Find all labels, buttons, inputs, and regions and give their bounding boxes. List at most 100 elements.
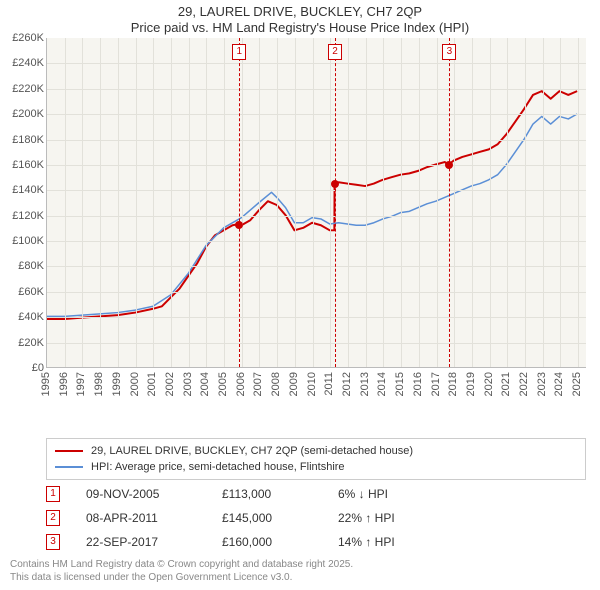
x-axis-label: 2023 xyxy=(536,372,548,396)
sale-marker-ref: 1 xyxy=(46,486,60,502)
x-axis-label: 2003 xyxy=(182,372,194,396)
x-axis-label: 2008 xyxy=(270,372,282,396)
gridline-h xyxy=(47,190,586,191)
title-subtitle: Price paid vs. HM Land Registry's House … xyxy=(0,20,600,35)
footer-line-2: This data is licensed under the Open Gov… xyxy=(10,572,590,585)
sale-row: 3 22-SEP-2017 £160,000 14% ↑ HPI xyxy=(46,530,586,554)
sale-price: £145,000 xyxy=(222,511,312,525)
sale-marker-label: 2 xyxy=(328,44,342,60)
legend-label: HPI: Average price, semi-detached house,… xyxy=(91,461,345,473)
sale-pct: 14% ↑ HPI xyxy=(338,535,448,549)
title-address: 29, LAUREL DRIVE, BUCKLEY, CH7 2QP xyxy=(0,4,600,19)
sale-marker-line xyxy=(335,38,336,367)
sale-marker-label: 1 xyxy=(232,44,246,60)
x-axis-label: 2015 xyxy=(394,372,406,396)
x-axis-label: 2002 xyxy=(164,372,176,396)
sale-price: £113,000 xyxy=(222,487,312,501)
y-axis-label: £0 xyxy=(0,362,44,374)
y-axis-label: £220K xyxy=(0,83,44,95)
x-axis-label: 2022 xyxy=(518,372,530,396)
sale-marker-line xyxy=(239,38,240,367)
x-axis-label: 2021 xyxy=(500,372,512,396)
legend-item: 29, LAUREL DRIVE, BUCKLEY, CH7 2QP (semi… xyxy=(55,443,577,459)
sale-price: £160,000 xyxy=(222,535,312,549)
x-axis-label: 1996 xyxy=(58,372,70,396)
x-axis-label: 2014 xyxy=(376,372,388,396)
sale-row: 1 09-NOV-2005 £113,000 6% ↓ HPI xyxy=(46,482,586,506)
gridline-v xyxy=(277,38,278,367)
x-axis-label: 2000 xyxy=(129,372,141,396)
gridline-v xyxy=(560,38,561,367)
gridline-v xyxy=(383,38,384,367)
y-axis-label: £240K xyxy=(0,57,44,69)
x-axis-label: 2013 xyxy=(359,372,371,396)
x-axis-label: 2024 xyxy=(553,372,565,396)
gridline-h xyxy=(47,343,586,344)
titles: 29, LAUREL DRIVE, BUCKLEY, CH7 2QP Price… xyxy=(0,0,600,35)
gridline-h xyxy=(47,140,586,141)
sale-date: 09-NOV-2005 xyxy=(86,487,196,501)
legend-item: HPI: Average price, semi-detached house,… xyxy=(55,459,577,475)
y-axis-label: £40K xyxy=(0,311,44,323)
y-axis-label: £260K xyxy=(0,32,44,44)
sale-marker-dot xyxy=(445,161,453,169)
x-axis-label: 2009 xyxy=(288,372,300,396)
gridline-v xyxy=(171,38,172,367)
x-axis-label: 2025 xyxy=(571,372,583,396)
x-axis-label: 2005 xyxy=(217,372,229,396)
gridline-v xyxy=(454,38,455,367)
y-axis-label: £80K xyxy=(0,260,44,272)
gridline-v xyxy=(118,38,119,367)
sale-marker-ref: 3 xyxy=(46,534,60,550)
gridline-v xyxy=(189,38,190,367)
sale-date: 22-SEP-2017 xyxy=(86,535,196,549)
gridline-h xyxy=(47,63,586,64)
gridline-v xyxy=(437,38,438,367)
gridline-h xyxy=(47,317,586,318)
x-axis-label: 2012 xyxy=(341,372,353,396)
footer: Contains HM Land Registry data © Crown c… xyxy=(10,559,590,584)
sale-marker-label: 3 xyxy=(442,44,456,60)
legend-swatch xyxy=(55,450,83,452)
sales-table: 109-NOV-2005£113,0006% ↓ HPI208-APR-2011… xyxy=(46,482,586,554)
gridline-v xyxy=(525,38,526,367)
legend-label: 29, LAUREL DRIVE, BUCKLEY, CH7 2QP (semi… xyxy=(91,445,413,457)
footer-line-1: Contains HM Land Registry data © Crown c… xyxy=(10,559,590,572)
x-axis-label: 2018 xyxy=(447,372,459,396)
legend: 29, LAUREL DRIVE, BUCKLEY, CH7 2QP (semi… xyxy=(46,438,586,480)
gridline-v xyxy=(490,38,491,367)
x-axis-label: 2001 xyxy=(146,372,158,396)
gridline-v xyxy=(507,38,508,367)
sale-marker-dot xyxy=(235,221,243,229)
gridline-v xyxy=(578,38,579,367)
chart-container: 29, LAUREL DRIVE, BUCKLEY, CH7 2QP Price… xyxy=(0,0,600,590)
y-axis-label: £100K xyxy=(0,235,44,247)
gridline-v xyxy=(330,38,331,367)
gridline-h xyxy=(47,114,586,115)
gridline-h xyxy=(47,89,586,90)
x-axis-label: 1995 xyxy=(40,372,52,396)
sale-pct: 6% ↓ HPI xyxy=(338,487,448,501)
x-axis-label: 2019 xyxy=(465,372,477,396)
sale-marker-dot xyxy=(331,180,339,188)
gridline-v xyxy=(472,38,473,367)
gridline-v xyxy=(543,38,544,367)
gridline-h xyxy=(47,165,586,166)
x-axis-label: 2011 xyxy=(323,372,335,396)
gridline-v xyxy=(366,38,367,367)
gridline-v xyxy=(100,38,101,367)
sale-marker-ref: 2 xyxy=(46,510,60,526)
gridline-v xyxy=(419,38,420,367)
x-axis-label: 2007 xyxy=(252,372,264,396)
gridline-v xyxy=(295,38,296,367)
plot-area: 1 2 3 xyxy=(46,38,586,368)
gridline-h xyxy=(47,292,586,293)
x-axis-label: 2010 xyxy=(306,372,318,396)
legend-swatch xyxy=(55,466,83,468)
gridline-v xyxy=(82,38,83,367)
x-axis-label: 2004 xyxy=(199,372,211,396)
x-axis-label: 2017 xyxy=(430,372,442,396)
y-axis-label: £180K xyxy=(0,134,44,146)
y-axis-label: £20K xyxy=(0,337,44,349)
sale-marker-line xyxy=(449,38,450,367)
